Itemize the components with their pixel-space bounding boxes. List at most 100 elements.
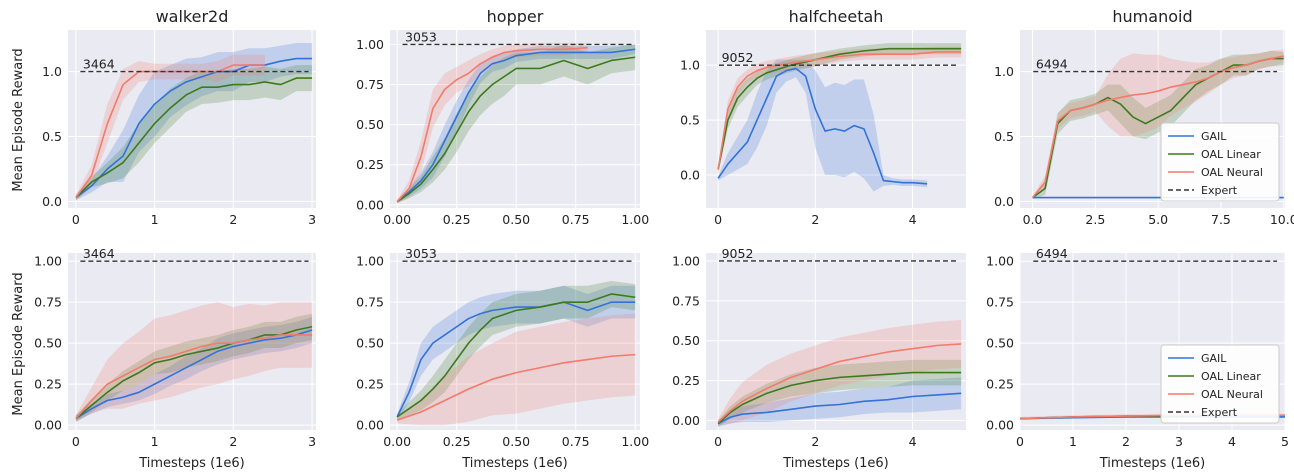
line-oal-linear — [717, 371, 962, 425]
band-oal-neural — [1032, 49, 1284, 199]
legend-entry-expert: Expert — [1201, 184, 1238, 197]
line-gail — [75, 329, 313, 420]
band-oal-linear — [397, 280, 636, 421]
band-oal-neural — [75, 54, 265, 201]
y-tick-label: 0.5 — [42, 129, 62, 144]
x-tick-label: 0.00 — [383, 434, 411, 449]
line-oal-linear — [717, 47, 962, 170]
line-gail — [75, 57, 313, 199]
band-oal-linear — [75, 65, 313, 201]
panel-title: humanoid — [1112, 7, 1192, 26]
band-gail — [397, 44, 636, 204]
x-tick-label: 0.50 — [502, 434, 530, 449]
legend-box — [1160, 344, 1280, 424]
panel-r1c1: 0.00 0.25 0.50 0.75 1.00 0.00 0.25 0.50 0.75 1.00… — [356, 246, 649, 471]
x-axis-label: Timesteps (1e6) — [782, 456, 889, 471]
y-tick-label: 0.75 — [34, 295, 62, 310]
panel-r0c0: 0 1 2 3 0.0 0.5 1.0 3464 walker2d — [42, 7, 316, 227]
x-tick-label: 5 — [1281, 434, 1289, 449]
x-tick-label: 0.25 — [443, 434, 471, 449]
x-tick-label: 0 — [714, 212, 722, 227]
y-tick-label: 0.50 — [356, 117, 384, 132]
line-oal-linear — [396, 293, 636, 418]
y-tick-label: 0.00 — [986, 418, 1014, 433]
panel-title: walker2d — [156, 7, 229, 26]
expert-score-label: 3464 — [83, 246, 115, 261]
expert-score-label: 3053 — [405, 29, 437, 44]
x-tick-label: 1.00 — [621, 434, 649, 449]
legend-entry-gail: GAIL — [1201, 352, 1227, 365]
x-tick-label: 0 — [1016, 434, 1024, 449]
expert-score-label: 6494 — [1036, 57, 1068, 72]
line-gail — [717, 392, 962, 425]
x-tick-label: 2 — [811, 212, 819, 227]
x-tick-label: 7.5 — [1211, 212, 1231, 227]
x-axis-label: Timesteps (1e6) — [1099, 456, 1206, 471]
x-tick-label: 3 — [308, 212, 316, 227]
band-oal-linear — [718, 359, 962, 427]
y-tick-label: 1.00 — [34, 254, 62, 269]
legend: GAIL OAL Linear OAL Neural Expert — [1160, 344, 1280, 424]
y-tick-label: 0.5 — [994, 129, 1014, 144]
legend-entry-oal-linear: OAL Linear — [1201, 370, 1261, 383]
x-tick-label: 3 — [308, 434, 316, 449]
legend-entry-oal-linear: OAL Linear — [1201, 148, 1261, 161]
panel-r1c0: 0 1 2 3 0.00 0.25 0.50 0.75 1.00 3464 Timesteps (1… — [34, 246, 316, 471]
x-tick-label: 2 — [811, 434, 819, 449]
y-tick-label: 0.50 — [34, 336, 62, 351]
plot-area — [390, 253, 640, 430]
y-tick-label: 0.75 — [986, 295, 1014, 310]
band-gail — [718, 377, 962, 427]
x-tick-label: 2.5 — [1085, 212, 1105, 227]
panel-r0c1: 0.00 0.25 0.50 0.75 1.00 0.00 0.25 0.50 0.75 1.00… — [356, 7, 649, 227]
y-tick-label: 1.0 — [994, 64, 1014, 79]
y-tick-label: 1.00 — [672, 253, 700, 268]
plot-area — [706, 30, 966, 208]
y-tick-label: 0.25 — [986, 377, 1014, 392]
x-tick-label: 2 — [229, 212, 237, 227]
x-tick-label: 0 — [714, 434, 722, 449]
expert-score-label: 6494 — [1036, 246, 1068, 261]
band-oal-linear — [75, 313, 313, 422]
x-tick-label: 0.0 — [1023, 212, 1043, 227]
legend: GAIL OAL Linear OAL Neural Expert — [1160, 122, 1280, 202]
line-oal-neural — [717, 51, 962, 170]
x-tick-label: 3 — [1175, 434, 1183, 449]
plot-area — [390, 30, 640, 208]
band-oal-neural — [718, 319, 962, 426]
legend-entry-gail: GAIL — [1201, 130, 1227, 143]
x-axis-label: Timesteps (1e6) — [138, 456, 245, 471]
x-tick-label: 4 — [909, 434, 917, 449]
y-tick-label: 0.00 — [356, 418, 384, 433]
x-tick-label: 2 — [1122, 434, 1130, 449]
y-tick-label: 0.50 — [986, 336, 1014, 351]
x-tick-label: 0 — [72, 434, 80, 449]
band-gail — [75, 316, 313, 422]
y-tick-label: 1.00 — [356, 37, 384, 52]
line-oal-neural — [396, 353, 636, 421]
y-tick-label: 0.75 — [356, 77, 384, 92]
y-tick-label: 0.00 — [672, 413, 700, 428]
line-oal-linear — [396, 56, 636, 203]
x-tick-label: 2 — [229, 434, 237, 449]
legend-entry-oal-neural: OAL Neural — [1201, 388, 1263, 401]
band-oal-linear — [1032, 50, 1284, 199]
x-tick-label: 1 — [1069, 434, 1077, 449]
legend-entry-oal-neural: OAL Neural — [1201, 166, 1263, 179]
x-axis-label: Timesteps (1e6) — [461, 456, 568, 471]
x-tick-label: 1.00 — [621, 212, 649, 227]
line-oal-linear — [75, 77, 313, 199]
y-tick-label: 0.25 — [672, 373, 700, 388]
y-tick-label: 0.00 — [34, 418, 62, 433]
y-tick-label: 0.75 — [672, 293, 700, 308]
y-tick-label: 0.50 — [356, 336, 384, 351]
x-tick-label: 0.00 — [383, 212, 411, 227]
y-tick-label: 0.25 — [356, 377, 384, 392]
line-gail — [396, 301, 636, 418]
x-tick-label: 0.75 — [562, 434, 590, 449]
y-tick-label: 1.0 — [680, 58, 700, 73]
x-tick-label: 0.25 — [443, 212, 471, 227]
y-tick-label: 1.0 — [42, 64, 62, 79]
y-tick-label: 1.00 — [986, 254, 1014, 269]
